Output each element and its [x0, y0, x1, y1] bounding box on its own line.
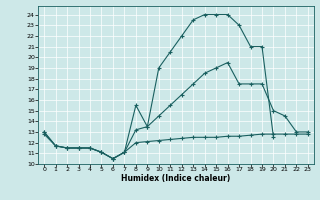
- X-axis label: Humidex (Indice chaleur): Humidex (Indice chaleur): [121, 174, 231, 183]
